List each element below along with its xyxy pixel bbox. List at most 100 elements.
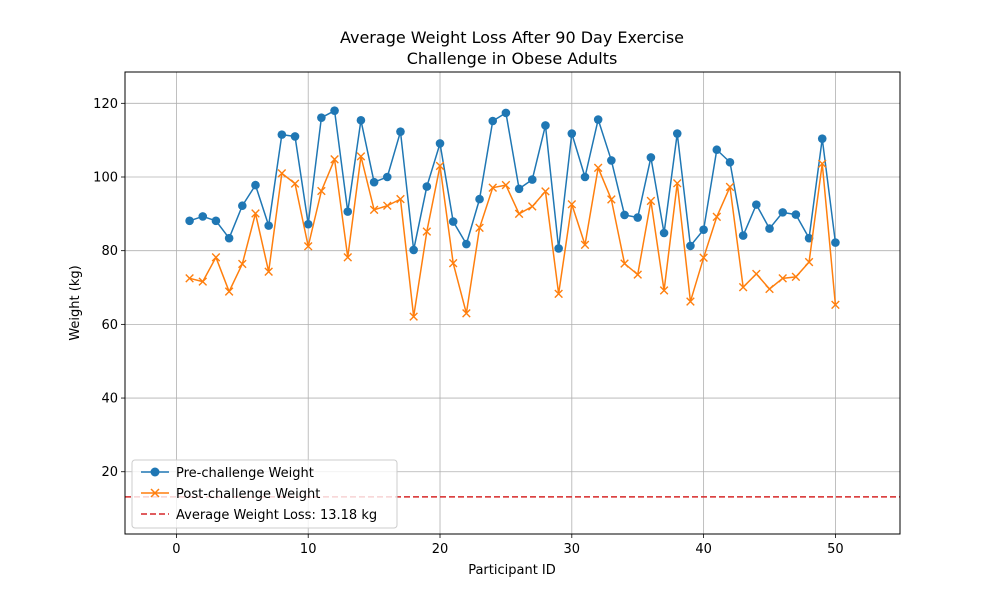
pre-challenge-point bbox=[475, 194, 484, 204]
post-challenge-point bbox=[211, 253, 221, 262]
post-challenge-point bbox=[303, 241, 313, 251]
post-challenge-point bbox=[251, 209, 260, 218]
post-challenge-point bbox=[238, 259, 247, 269]
pre-challenge-point bbox=[356, 115, 366, 125]
post-challenge-point bbox=[343, 253, 353, 262]
pre-challenge-point bbox=[448, 217, 458, 226]
pre-challenge-point bbox=[831, 238, 840, 247]
legend-ref-label: Average Weight Loss: 13.18 kg bbox=[176, 508, 377, 523]
pre-challenge-point bbox=[554, 244, 563, 253]
post-challenge-point bbox=[752, 269, 761, 279]
post-challenge-point bbox=[264, 267, 273, 276]
chart-title-line-2: Challenge in Obese Adults bbox=[407, 49, 618, 68]
post-challenge-point bbox=[290, 179, 300, 188]
post-challenge-point bbox=[277, 169, 287, 178]
legend-box bbox=[131, 459, 398, 529]
post-challenge-point bbox=[699, 253, 708, 262]
post-challenge-point bbox=[791, 272, 801, 282]
pre-challenge-point bbox=[646, 153, 656, 162]
post-challenge-point bbox=[356, 152, 366, 161]
y-tick-label: 80 bbox=[101, 244, 118, 259]
x-tick-label: 40 bbox=[695, 542, 712, 557]
post-challenge-point bbox=[224, 287, 234, 296]
post-challenge-point bbox=[712, 212, 722, 222]
post-challenge-point bbox=[501, 180, 511, 190]
pre-challenge-point bbox=[817, 134, 827, 143]
post-challenge-point bbox=[580, 240, 590, 250]
pre-challenge-point bbox=[277, 130, 287, 139]
pre-challenge-point bbox=[198, 212, 208, 221]
pre-challenge-point bbox=[224, 233, 234, 243]
post-challenge-point bbox=[686, 297, 695, 306]
pre-challenge-point bbox=[330, 106, 339, 115]
pre-challenge-point bbox=[527, 175, 537, 184]
y-axis-label: Weight (kg) bbox=[68, 265, 83, 340]
pre-challenge-point bbox=[765, 224, 774, 233]
post-challenge-point bbox=[541, 187, 550, 196]
post-challenge-point bbox=[567, 199, 577, 209]
pre-challenge-point bbox=[738, 231, 748, 240]
post-challenge-point bbox=[527, 202, 537, 211]
post-challenge-point bbox=[369, 205, 379, 215]
y-tick-label: 100 bbox=[93, 171, 118, 186]
post-challenge-point bbox=[659, 286, 669, 295]
y-tick-label: 120 bbox=[93, 97, 118, 112]
post-challenge-point bbox=[382, 201, 392, 211]
post-challenge-point bbox=[448, 258, 458, 268]
pre-challenge-point bbox=[317, 113, 326, 122]
pre-challenge-point bbox=[422, 182, 432, 191]
post-challenge-point bbox=[396, 194, 405, 204]
pre-challenge-point bbox=[659, 228, 669, 238]
pre-challenge-point bbox=[699, 225, 708, 234]
pre-challenge-point bbox=[514, 184, 524, 194]
pre-challenge-point bbox=[752, 200, 761, 209]
pre-challenge-point bbox=[409, 245, 418, 255]
pre-challenge-point bbox=[462, 239, 471, 249]
pre-challenge-point bbox=[382, 172, 392, 182]
grid-lines bbox=[125, 72, 900, 534]
pre-challenge-point bbox=[303, 219, 313, 229]
x-tick-label: 10 bbox=[300, 542, 317, 557]
pre-challenge-point bbox=[778, 208, 787, 217]
post-challenge-point bbox=[738, 282, 748, 292]
y-tick-label: 60 bbox=[101, 318, 118, 333]
post-challenge-point bbox=[462, 309, 471, 318]
pre-challenge-point bbox=[725, 157, 735, 167]
pre-challenge-point bbox=[290, 132, 300, 141]
post-challenge-point bbox=[198, 277, 208, 286]
x-tick-label: 0 bbox=[172, 542, 180, 557]
chart-title-line-1: Average Weight Loss After 90 Day Exercis… bbox=[340, 28, 684, 47]
pre-challenge-point bbox=[804, 233, 814, 243]
x-tick-label: 20 bbox=[432, 542, 449, 557]
post-challenge-point bbox=[514, 209, 524, 219]
pre-challenge-series bbox=[185, 106, 840, 255]
post-challenge-point bbox=[330, 155, 339, 164]
pre-challenge-point bbox=[607, 156, 616, 165]
post-challenge-point bbox=[607, 195, 616, 204]
pre-challenge-point bbox=[251, 180, 260, 190]
pre-challenge-point bbox=[369, 177, 379, 187]
x-tick-label: 30 bbox=[564, 542, 581, 557]
pre-challenge-point bbox=[686, 241, 695, 251]
post-challenge-point bbox=[409, 312, 418, 321]
y-tick-label: 20 bbox=[101, 465, 118, 480]
pre-challenge-point bbox=[264, 221, 273, 230]
post-challenge-point bbox=[435, 161, 445, 171]
post-challenge-point bbox=[422, 227, 432, 236]
pre-challenge-point bbox=[791, 210, 801, 219]
post-challenge-point bbox=[765, 284, 774, 294]
pre-challenge-point bbox=[672, 129, 682, 138]
post-challenge-point bbox=[672, 178, 682, 188]
post-challenge-point bbox=[317, 186, 326, 196]
post-challenge-point bbox=[725, 182, 735, 192]
series-group bbox=[185, 106, 840, 321]
x-tick-label: 50 bbox=[827, 542, 844, 557]
legend-pre-label: Pre-challenge Weight bbox=[176, 466, 314, 481]
pre-challenge-point bbox=[185, 216, 194, 226]
post-challenge-point bbox=[817, 159, 827, 169]
post-challenge-point bbox=[475, 223, 484, 233]
pre-challenge-point bbox=[712, 145, 722, 155]
plot-frame bbox=[124, 71, 901, 535]
legend: Pre-challenge Weight Post-challenge Weig… bbox=[131, 459, 398, 529]
